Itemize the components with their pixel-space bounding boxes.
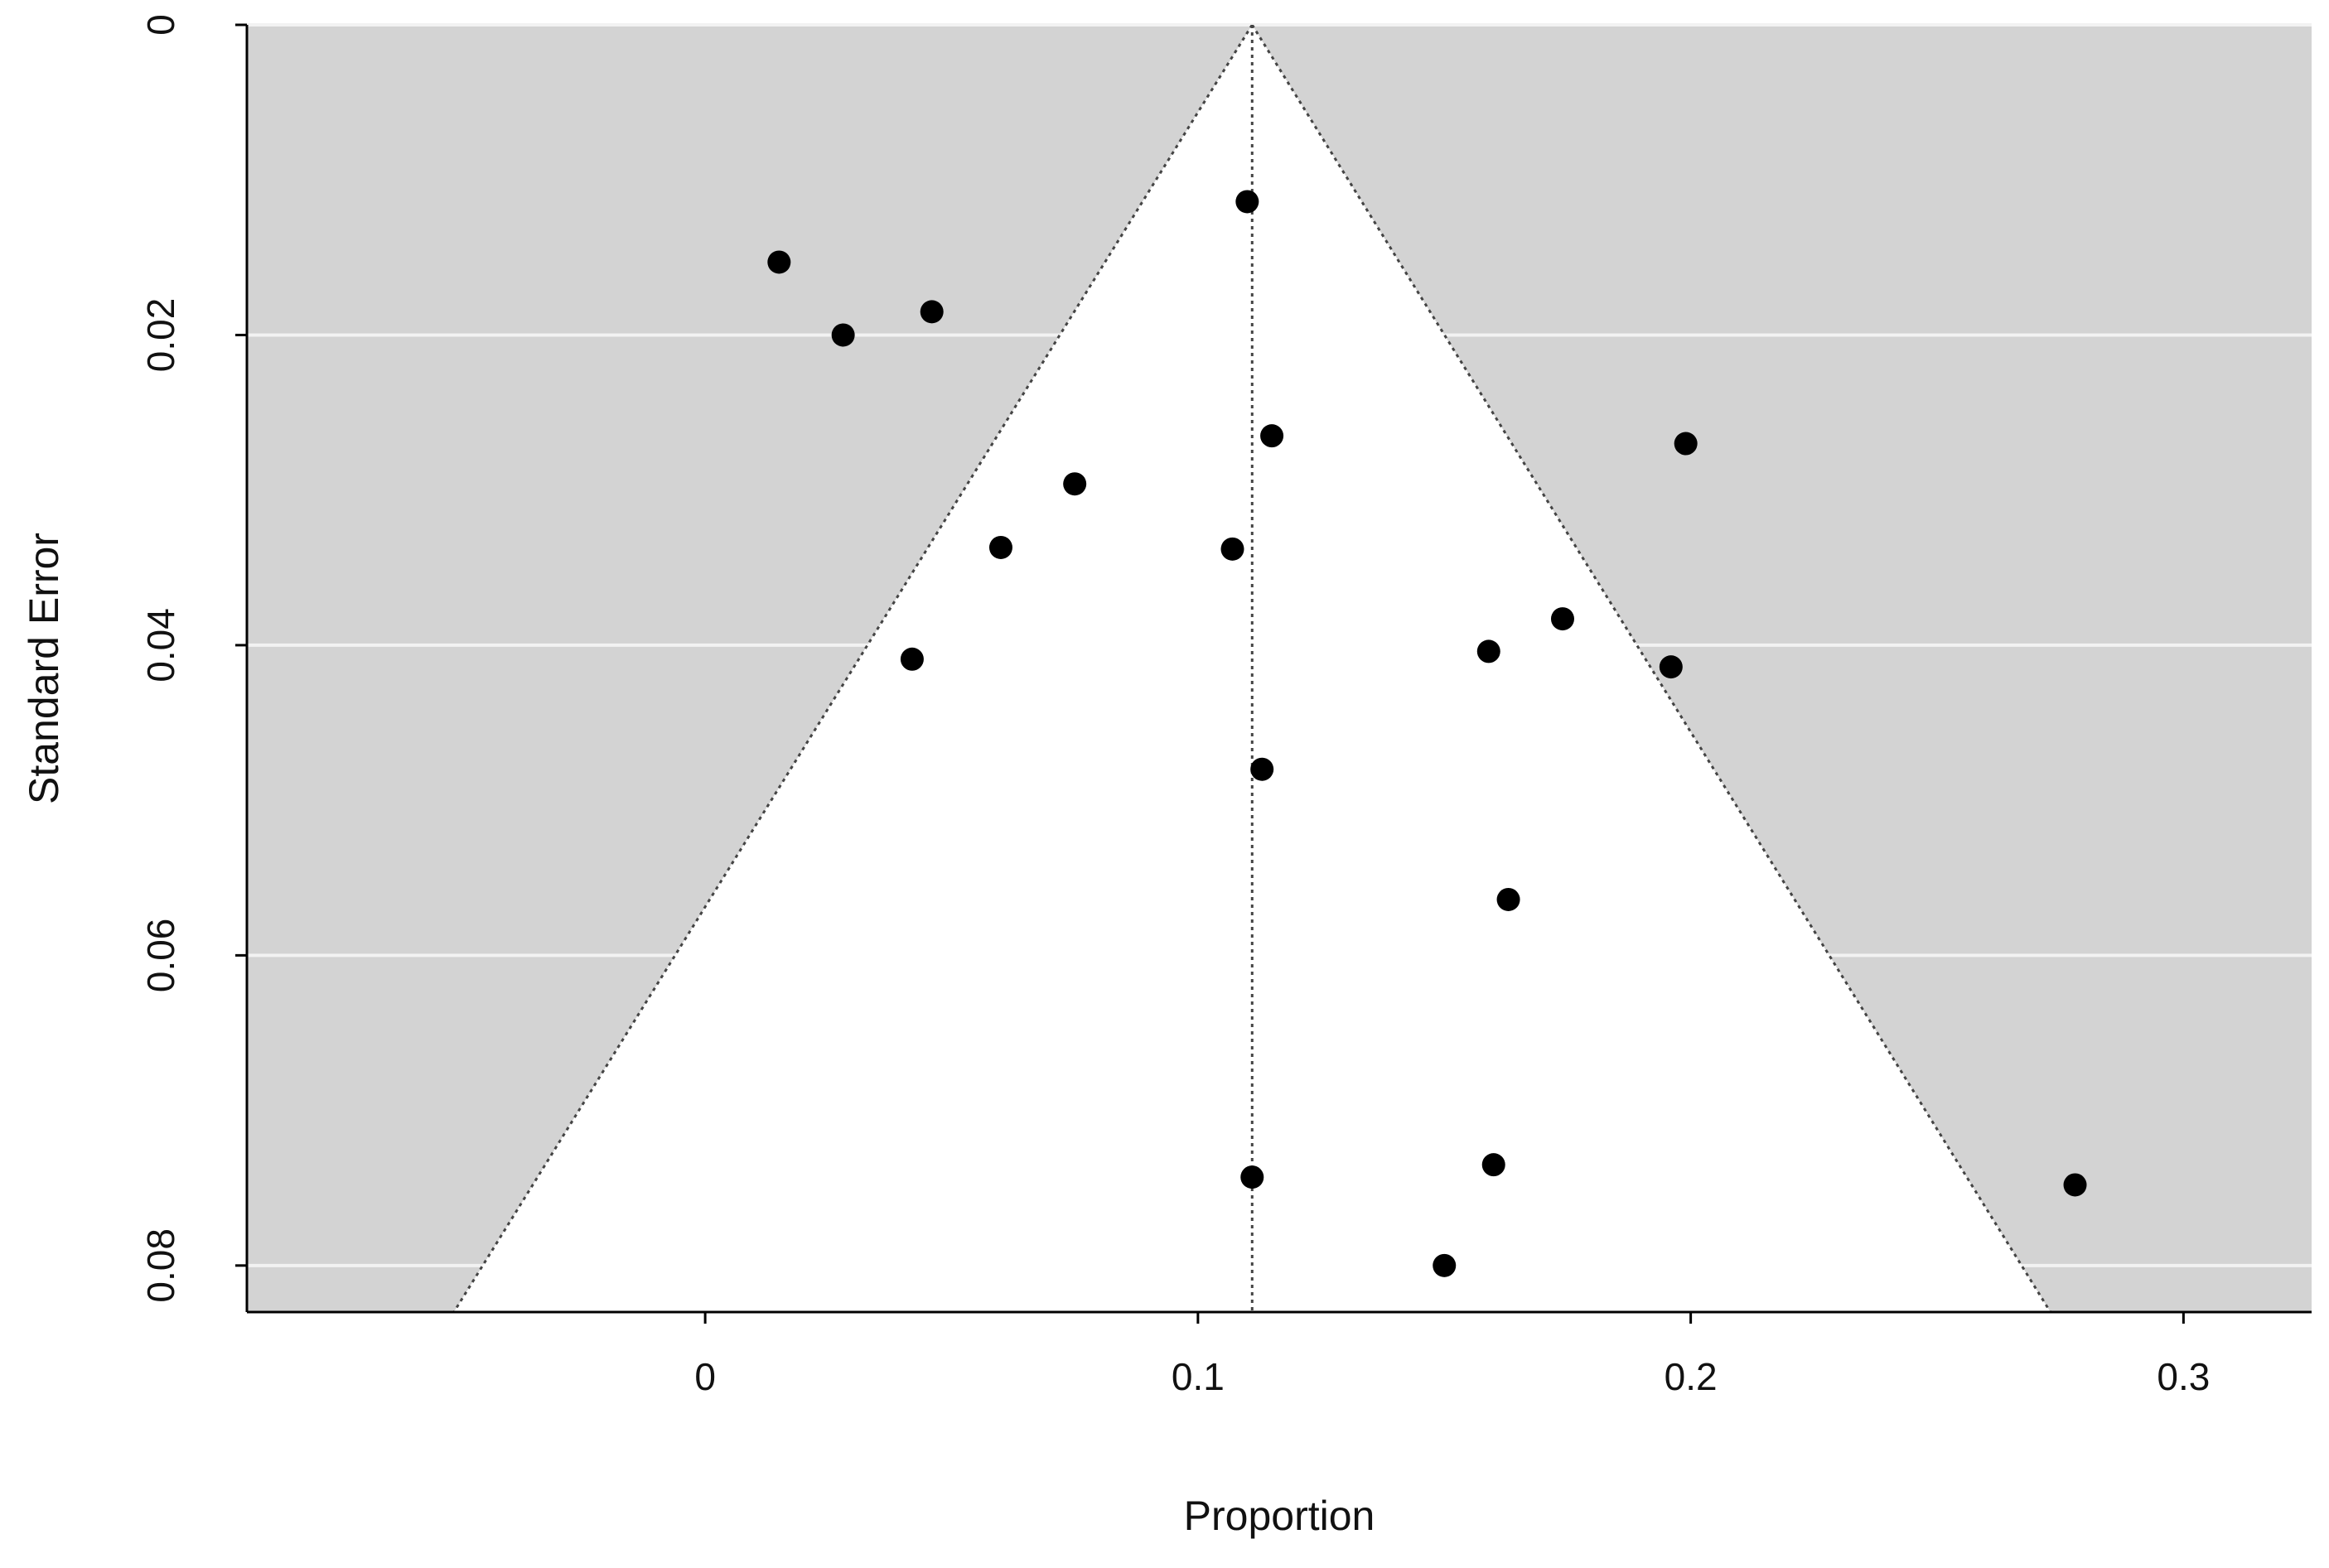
data-point-13 [1250, 757, 1274, 781]
x-axis-title: Proportion [1184, 1493, 1375, 1539]
data-point-15 [1481, 1153, 1505, 1177]
data-point-8 [1220, 537, 1244, 561]
data-point-10 [1476, 639, 1500, 663]
data-point-6 [1063, 472, 1087, 496]
x-tick-label-2: 0.2 [1665, 1355, 1718, 1398]
y-tick-label-4: 0.08 [139, 1228, 182, 1303]
data-point-16 [1240, 1165, 1264, 1189]
y-tick-label-3: 0.06 [139, 919, 182, 993]
data-point-2 [920, 300, 944, 324]
funnel-left-limit [452, 25, 1254, 1312]
data-point-5 [1674, 432, 1698, 456]
y-tick-label-2: 0.04 [139, 608, 182, 683]
x-tick-label-0: 0 [694, 1355, 716, 1398]
data-point-14 [1496, 887, 1520, 911]
y-tick-label-1: 0.02 [139, 298, 182, 373]
y-tick-label-0: 0 [139, 14, 182, 36]
x-tick-label-1: 0.1 [1172, 1355, 1225, 1398]
data-point-7 [988, 535, 1012, 559]
data-point-1 [767, 250, 791, 274]
data-point-17 [2063, 1173, 2087, 1197]
data-point-11 [900, 647, 924, 671]
data-point-12 [1659, 655, 1683, 679]
y-axis-title: Standard Error [21, 533, 67, 804]
data-point-3 [831, 323, 855, 347]
funnel-right-limit [1251, 25, 2052, 1312]
data-point-0 [1235, 190, 1259, 214]
data-point-18 [1433, 1253, 1457, 1277]
x-tick-label-3: 0.3 [2157, 1355, 2210, 1398]
data-point-4 [1260, 424, 1284, 448]
data-point-9 [1550, 607, 1574, 631]
